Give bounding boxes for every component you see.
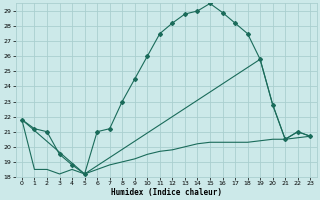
X-axis label: Humidex (Indice chaleur): Humidex (Indice chaleur) (111, 188, 221, 197)
